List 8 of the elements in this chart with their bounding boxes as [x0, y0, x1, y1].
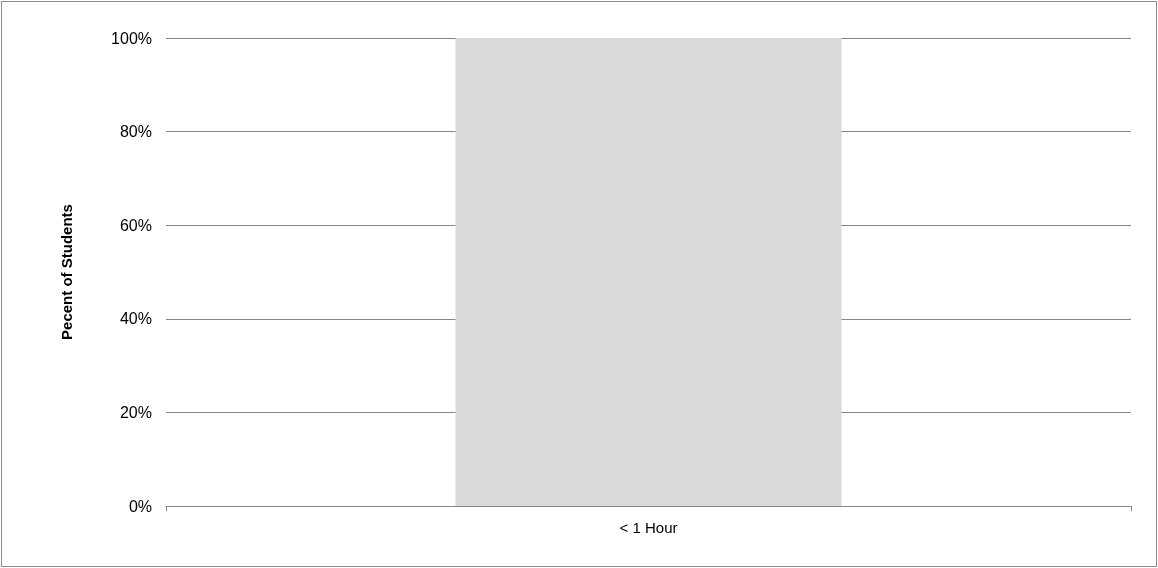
y-tick-label: 20% — [119, 403, 152, 421]
y-axis-title: Pecent of Students — [58, 204, 75, 340]
y-tick-label: 100% — [111, 29, 152, 47]
y-tick-label: 60% — [119, 216, 152, 234]
x-tick-label: < 1 Hour — [619, 519, 678, 536]
y-tick-label: 80% — [119, 123, 152, 141]
y-tick-label: 40% — [119, 310, 152, 328]
y-tick-label: 0% — [128, 497, 152, 515]
